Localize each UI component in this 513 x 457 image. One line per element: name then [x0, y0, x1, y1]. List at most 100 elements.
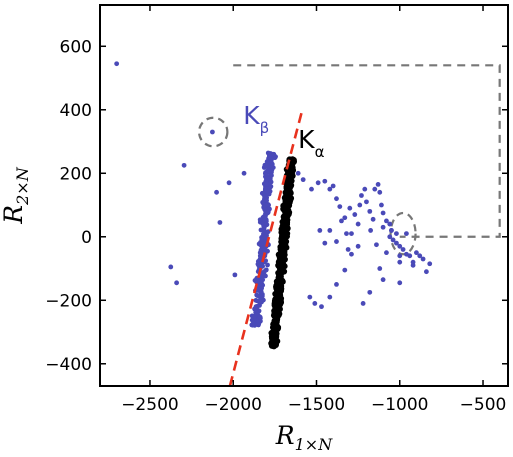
x-axis-label: R1×N [275, 421, 333, 454]
point [380, 224, 386, 230]
point [253, 306, 259, 312]
point [232, 272, 238, 278]
point [334, 196, 339, 202]
point [355, 243, 361, 249]
point [253, 278, 259, 283]
point [210, 129, 215, 135]
point [339, 218, 344, 224]
k-alpha-label-main: K [298, 125, 315, 154]
point [384, 218, 389, 224]
y-axis-label-base: R [0, 205, 28, 225]
point [275, 286, 282, 294]
point [258, 291, 264, 296]
point [241, 170, 247, 176]
point [279, 249, 286, 256]
point [267, 152, 272, 158]
point [287, 167, 294, 174]
k-beta-label-main: K [243, 101, 260, 130]
point [283, 178, 290, 186]
point [400, 247, 406, 252]
point [261, 224, 267, 230]
point [397, 253, 403, 259]
x-axis-label-base: R [275, 421, 295, 450]
point [264, 188, 270, 194]
point [276, 257, 284, 264]
point [349, 251, 354, 257]
x-tick-label: −2500 [121, 395, 179, 415]
point [420, 256, 426, 262]
point [374, 242, 379, 248]
point [397, 280, 403, 286]
point [273, 296, 280, 303]
axis-ticks: −2500 −2000 −1500 −1000 −500 600 400 200 0 −200 −4… [45, 5, 508, 415]
point [334, 239, 339, 244]
point [387, 221, 393, 227]
chart-marks [114, 61, 501, 387]
point [317, 228, 323, 233]
point [404, 231, 409, 237]
point [384, 250, 389, 256]
x-tick-label: −500 [460, 395, 507, 415]
point [387, 234, 393, 240]
dashed-region-line [233, 64, 501, 238]
point [295, 170, 301, 176]
k-beta-label: Kβ [243, 101, 269, 137]
point [394, 240, 399, 246]
point [259, 285, 264, 291]
point [344, 231, 349, 237]
point [414, 250, 419, 256]
point [226, 180, 232, 186]
point [255, 293, 260, 299]
point [281, 236, 288, 243]
point [217, 220, 223, 225]
point [275, 277, 282, 284]
point [263, 216, 268, 222]
point [271, 301, 279, 309]
series-0 [114, 61, 433, 328]
point [330, 183, 336, 189]
y-axis-label-sub: 2×N [13, 166, 32, 206]
point [260, 241, 265, 247]
point [380, 277, 386, 283]
point [397, 243, 403, 249]
y-tick-label: −400 [45, 355, 92, 375]
point [268, 159, 274, 165]
point [280, 241, 287, 248]
point [264, 181, 269, 187]
point [269, 173, 274, 178]
point [174, 280, 180, 286]
point [270, 342, 277, 349]
point [281, 222, 288, 229]
point [410, 262, 416, 268]
point [264, 159, 270, 164]
point [286, 199, 293, 206]
point [362, 186, 368, 192]
point [390, 237, 396, 243]
point [359, 193, 364, 198]
plot-frame [99, 4, 509, 387]
point [357, 202, 363, 208]
point [253, 309, 259, 315]
dashed-circle-0 [197, 116, 229, 148]
point [168, 264, 174, 270]
point [249, 322, 255, 328]
point [322, 178, 328, 184]
point [337, 204, 343, 210]
dashed-circle-1 [389, 211, 417, 256]
point [370, 216, 376, 222]
k-beta-label-sub: β [260, 119, 270, 137]
y-tick-label: 0 [81, 228, 92, 248]
point [349, 231, 354, 237]
point [380, 210, 386, 216]
point [379, 202, 384, 208]
point [345, 247, 351, 252]
point [319, 304, 324, 310]
point [214, 189, 219, 195]
point [372, 186, 378, 192]
point [394, 231, 399, 237]
point [273, 316, 281, 323]
point [114, 61, 120, 67]
point [347, 205, 353, 211]
point [261, 192, 267, 198]
